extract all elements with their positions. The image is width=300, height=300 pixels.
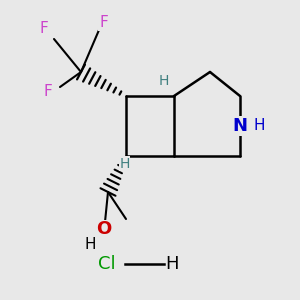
Text: H: H [119, 157, 130, 170]
Text: H: H [158, 74, 169, 88]
Text: H: H [254, 118, 265, 134]
Text: Cl: Cl [98, 255, 115, 273]
Text: F: F [99, 15, 108, 30]
Text: O: O [96, 220, 111, 238]
Text: F: F [44, 84, 52, 99]
Text: N: N [232, 117, 247, 135]
Text: H: H [165, 255, 178, 273]
Text: H: H [84, 237, 96, 252]
Text: F: F [39, 21, 48, 36]
